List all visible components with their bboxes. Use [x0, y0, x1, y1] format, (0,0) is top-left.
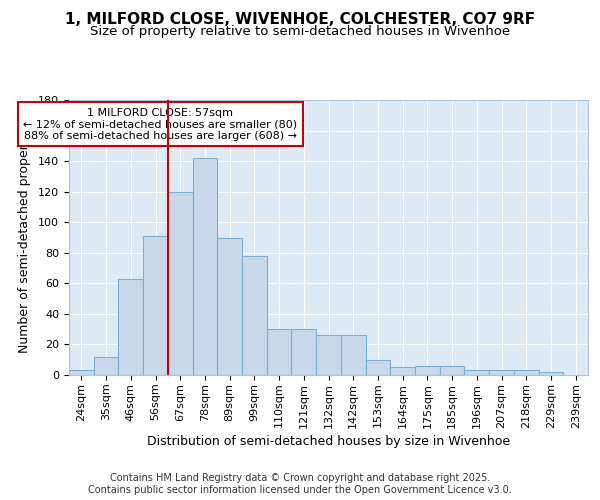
Bar: [464, 370, 489, 375]
Text: Size of property relative to semi-detached houses in Wivenhoe: Size of property relative to semi-detach…: [90, 25, 510, 38]
Bar: [242, 256, 267, 375]
Bar: [390, 368, 415, 375]
Bar: [69, 370, 94, 375]
Bar: [365, 360, 390, 375]
Bar: [440, 366, 464, 375]
X-axis label: Distribution of semi-detached houses by size in Wivenhoe: Distribution of semi-detached houses by …: [147, 434, 510, 448]
Text: 1, MILFORD CLOSE, WIVENHOE, COLCHESTER, CO7 9RF: 1, MILFORD CLOSE, WIVENHOE, COLCHESTER, …: [65, 12, 535, 28]
Bar: [489, 370, 514, 375]
Bar: [341, 336, 365, 375]
Bar: [94, 356, 118, 375]
Bar: [539, 372, 563, 375]
Bar: [168, 192, 193, 375]
Y-axis label: Number of semi-detached properties: Number of semi-detached properties: [18, 122, 31, 353]
Bar: [118, 279, 143, 375]
Bar: [292, 329, 316, 375]
Bar: [514, 370, 539, 375]
Text: 1 MILFORD CLOSE: 57sqm
← 12% of semi-detached houses are smaller (80)
88% of sem: 1 MILFORD CLOSE: 57sqm ← 12% of semi-det…: [23, 108, 298, 141]
Bar: [143, 236, 168, 375]
Text: Contains HM Land Registry data © Crown copyright and database right 2025.
Contai: Contains HM Land Registry data © Crown c…: [88, 474, 512, 495]
Bar: [316, 336, 341, 375]
Bar: [415, 366, 440, 375]
Bar: [267, 329, 292, 375]
Bar: [217, 238, 242, 375]
Bar: [193, 158, 217, 375]
